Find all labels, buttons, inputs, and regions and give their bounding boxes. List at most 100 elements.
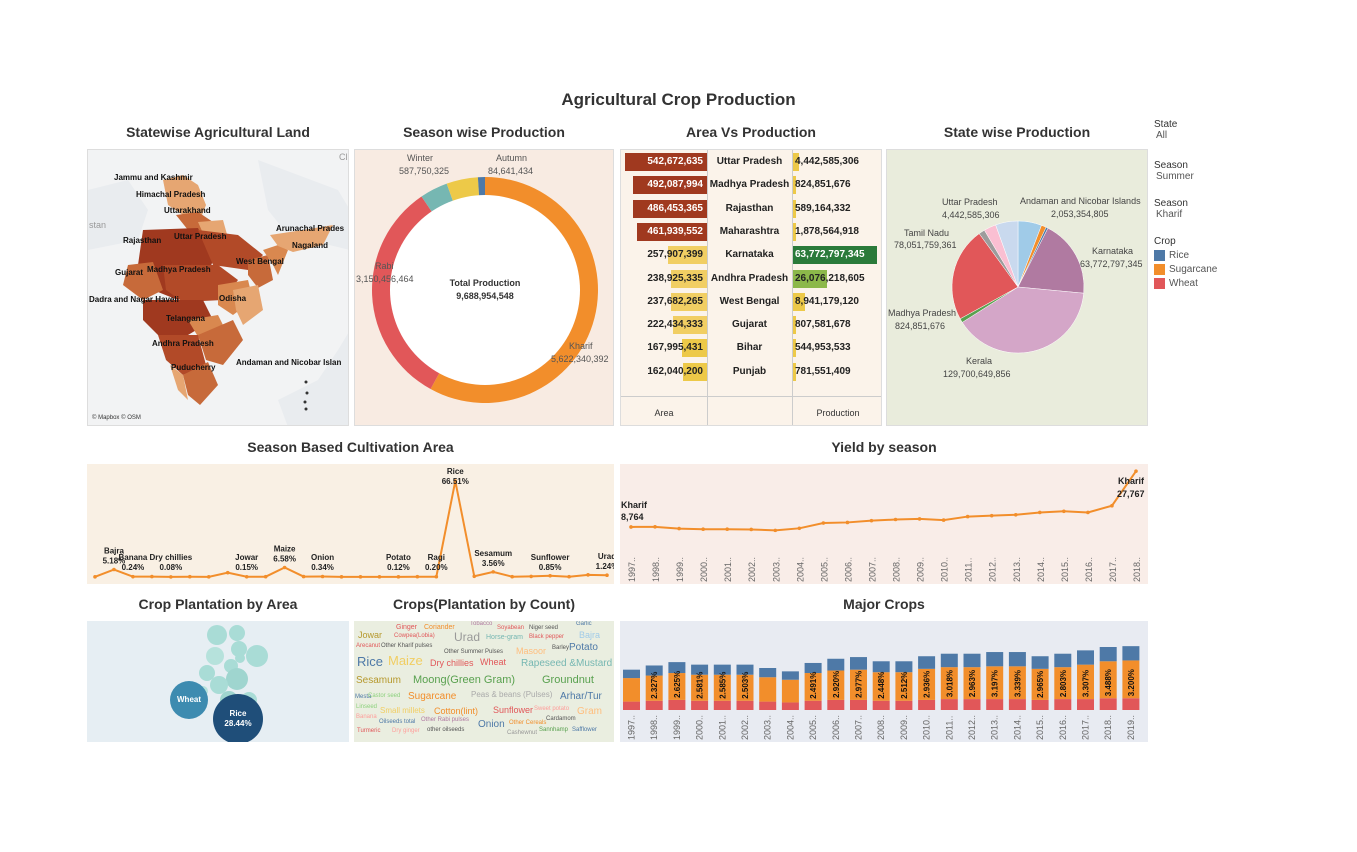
cultivation-point[interactable] — [567, 574, 571, 579]
major-bar-wheat[interactable] — [736, 700, 754, 710]
major-bar-wheat[interactable] — [1054, 699, 1072, 710]
major-bar-wheat[interactable] — [759, 701, 777, 710]
major-bar-rice[interactable] — [759, 668, 777, 678]
bubble[interactable] — [231, 641, 247, 657]
major-bar-sugarcane[interactable] — [986, 666, 1004, 700]
yield-point[interactable] — [629, 525, 633, 529]
major-bar-wheat[interactable] — [645, 700, 663, 710]
word-cloud-word[interactable]: Other Cereals — [509, 720, 547, 726]
major-bar-rice[interactable] — [1122, 646, 1140, 661]
word-cloud-word[interactable]: Tobacco — [470, 621, 493, 627]
pie-slice-tn[interactable] — [951, 233, 1019, 320]
yield-point[interactable] — [1013, 513, 1018, 517]
bubble-wheat[interactable] — [170, 681, 208, 719]
cultivation-point[interactable] — [244, 574, 249, 579]
major-bar-wheat[interactable] — [895, 700, 913, 710]
major-bar-sugarcane[interactable] — [1099, 661, 1117, 699]
yield-point[interactable] — [677, 526, 681, 531]
yield-point[interactable] — [1134, 469, 1138, 473]
major-bar-wheat[interactable] — [850, 699, 867, 710]
word-cloud-word[interactable]: Coriander — [424, 624, 455, 631]
avp-area-bar[interactable] — [668, 246, 707, 265]
major-bar-sugarcane[interactable] — [736, 674, 754, 701]
avp-production-bar[interactable] — [793, 153, 799, 171]
major-bar-sugarcane[interactable] — [1122, 660, 1140, 699]
major-bar-sugarcane[interactable] — [691, 674, 709, 701]
major-bar-wheat[interactable] — [691, 700, 709, 710]
major-bar-wheat[interactable] — [781, 702, 799, 710]
yield-line-chart[interactable]: Kharif 8,764 Kharif 27,767 1997.. 1998.. 1999.… — [620, 464, 1148, 584]
cultivation-point[interactable] — [188, 574, 192, 579]
major-bar-rice[interactable] — [895, 661, 913, 673]
word-cloud-word[interactable]: Niger seed — [529, 625, 559, 631]
word-cloud-word[interactable]: Linseed — [356, 704, 378, 710]
bubble[interactable] — [206, 647, 224, 665]
avp-area-bar[interactable] — [633, 176, 707, 195]
major-bar-wheat[interactable] — [872, 700, 890, 710]
major-bar-sugarcane[interactable] — [963, 667, 981, 700]
yield-point[interactable] — [797, 526, 802, 531]
india-map[interactable] — [88, 150, 349, 426]
pie-slice-kerala[interactable] — [961, 286, 1084, 354]
word-cloud-word[interactable]: Arecanut — [356, 643, 381, 649]
cultivation-point[interactable] — [605, 573, 609, 578]
word-cloud-word[interactable]: Cotton(lint) — [434, 706, 479, 716]
yield-point[interactable] — [1086, 510, 1090, 515]
cultivation-point[interactable] — [548, 573, 552, 578]
word-cloud-word[interactable]: Cardamom — [546, 716, 576, 722]
major-bar-wheat[interactable] — [963, 699, 981, 710]
word-cloud-word[interactable]: Potato — [569, 642, 598, 653]
word-cloud-word[interactable]: Wheat — [480, 657, 507, 667]
avp-panel[interactable]: 542,672,635 Uttar Pradesh 4,442,585,306 492… — [620, 149, 882, 426]
word-cloud-word[interactable]: other oilseeds — [427, 727, 465, 733]
major-bar-rice[interactable] — [1008, 652, 1026, 667]
cultivation-point[interactable] — [225, 570, 230, 575]
cultivation-panel[interactable]: Bajra 5.18% Banana 0.24% Dry chillies 0.08% Jo… — [87, 464, 614, 584]
bubble[interactable] — [199, 665, 215, 681]
word-cloud-word[interactable]: Ginger — [396, 624, 418, 631]
bubble[interactable] — [226, 668, 248, 690]
avp-area-bar[interactable] — [637, 222, 707, 241]
cultivation-point[interactable] — [358, 575, 363, 579]
avp-area-bar[interactable] — [671, 292, 707, 311]
major-bar-rice[interactable] — [1077, 650, 1094, 665]
major-bar-sugarcane[interactable] — [872, 672, 890, 701]
major-bar-wheat[interactable] — [804, 700, 822, 710]
filter-season-1[interactable]: Season Summer — [1154, 160, 1264, 182]
yield-point[interactable] — [773, 528, 778, 533]
major-bar-rice[interactable] — [986, 652, 1004, 667]
cultivation-point[interactable] — [320, 574, 325, 579]
avp-production-bar[interactable] — [793, 339, 796, 358]
yield-point[interactable] — [821, 521, 826, 525]
major-bar-rice[interactable] — [623, 669, 640, 679]
yield-point[interactable] — [989, 513, 994, 518]
major-panel[interactable]: 1997.. 2.327% 1998.. 2.625% 1999.. 2.581% 2000… — [620, 621, 1148, 742]
major-bar-wheat[interactable] — [668, 699, 686, 710]
word-cloud-word[interactable]: Onion — [478, 719, 505, 730]
cultivation-point[interactable] — [131, 574, 135, 579]
word-cloud-word[interactable]: Sannhamp — [539, 727, 569, 733]
statewise-panel[interactable]: Uttar Pradesh 4,442,585,306 Andaman and … — [886, 149, 1148, 426]
cultivation-point[interactable] — [150, 574, 154, 579]
word-cloud-word[interactable]: Sweet potato — [534, 706, 570, 712]
yield-point[interactable] — [1110, 503, 1114, 508]
major-bar-wheat[interactable] — [1122, 698, 1140, 710]
word-cloud-word[interactable]: Arhar/Tur — [560, 691, 602, 702]
legend-item-wheat[interactable]: Wheat — [1154, 278, 1264, 289]
major-bar-sugarcane[interactable] — [1077, 664, 1094, 700]
avp-area-bar[interactable] — [671, 269, 707, 288]
word-cloud-word[interactable]: Cowpea(Lobia) — [394, 633, 435, 639]
major-bar-wheat[interactable] — [713, 700, 731, 710]
major-bar-sugarcane[interactable] — [759, 677, 777, 702]
avp-production-bar[interactable] — [793, 316, 796, 335]
word-cloud-word[interactable]: Peas & beans (Pulses) — [471, 690, 553, 699]
word-cloud-word[interactable]: Gram — [577, 706, 602, 717]
yield-point[interactable] — [1062, 509, 1066, 514]
major-bar-sugarcane[interactable] — [781, 679, 799, 703]
major-bar-rice[interactable] — [850, 657, 867, 670]
bubble[interactable] — [246, 645, 268, 667]
word-cloud-word[interactable]: Black pepper — [529, 634, 565, 640]
major-bar-rice[interactable] — [1031, 656, 1049, 669]
avp-production-bar[interactable] — [793, 176, 796, 195]
